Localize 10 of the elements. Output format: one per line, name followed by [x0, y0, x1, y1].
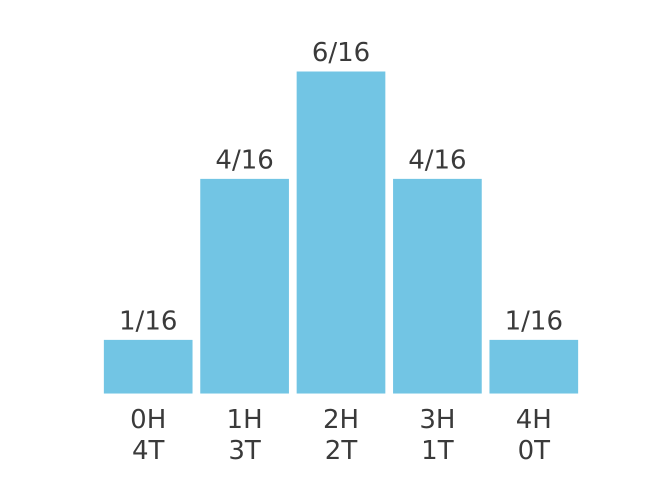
data-label: 6/16: [312, 38, 370, 68]
x-tick-label: 2H 2T: [322, 404, 360, 466]
x-tick-label: 0H 4T: [130, 404, 166, 466]
x-tick-label: 4H 0T: [516, 404, 552, 466]
data-label: 4/16: [408, 146, 467, 176]
x-tick-label: 3H 1T: [419, 404, 456, 466]
data-label: 1/16: [504, 306, 563, 337]
x-tick-label: 1H 3T: [226, 404, 263, 466]
data-label: 1/16: [119, 306, 178, 337]
data-label: 4/16: [215, 146, 274, 176]
